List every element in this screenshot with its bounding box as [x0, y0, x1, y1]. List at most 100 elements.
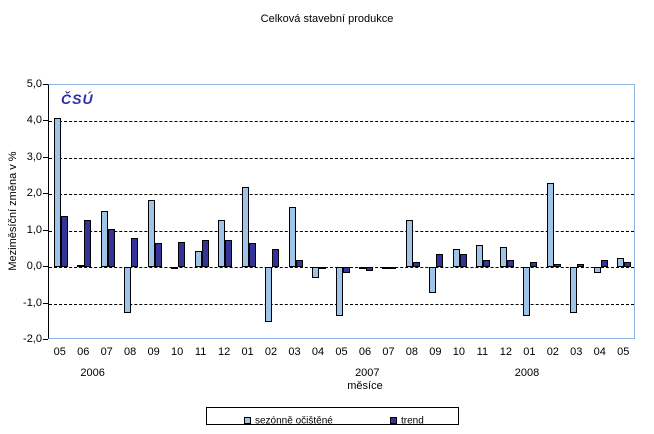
bar-seasonal [194, 250, 202, 268]
y-tick-mark [43, 193, 48, 195]
bar-seasonal [382, 267, 390, 270]
x-tick-label: 11 [476, 346, 489, 358]
bar-trend [107, 228, 115, 268]
y-tick-label: 4,0 [26, 114, 42, 127]
bar-seasonal [288, 207, 296, 268]
bar-seasonal [312, 267, 320, 279]
y-tick-label: 2,0 [26, 187, 42, 200]
bar-trend [225, 239, 233, 268]
year-label: 2008 [514, 367, 540, 379]
bar-trend [436, 254, 444, 268]
y-tick-mark [43, 266, 48, 268]
bar-seasonal [265, 267, 273, 322]
x-tick-label: 08 [124, 346, 137, 358]
bar-seasonal [124, 267, 132, 313]
bar-seasonal [546, 183, 554, 268]
bar-seasonal [405, 219, 413, 268]
y-tick-mark [43, 120, 48, 122]
bar-trend [483, 259, 491, 268]
x-tick-label: 12 [499, 346, 512, 358]
bar-trend [201, 239, 209, 268]
bar-trend [553, 263, 561, 268]
bar-seasonal [171, 267, 179, 270]
bar-seasonal [241, 187, 249, 268]
x-tick-label: 09 [147, 346, 160, 358]
bar-seasonal [476, 245, 484, 268]
x-tick-label: 02 [264, 346, 278, 358]
bar-trend [412, 261, 420, 268]
bar-seasonal [570, 267, 578, 313]
x-tick-label: 06 [358, 346, 372, 358]
legend-label: sezónně očištěné [255, 415, 333, 427]
x-tick-label: 10 [171, 346, 184, 358]
bar-seasonal [218, 219, 226, 268]
bar-seasonal [100, 210, 108, 268]
bar-seasonal [523, 267, 531, 317]
x-tick-label: 12 [217, 346, 231, 358]
year-label: 2007 [355, 367, 380, 379]
bar-seasonal [358, 267, 366, 270]
gridline [49, 157, 634, 159]
y-tick-mark [43, 302, 48, 304]
bar-trend [248, 243, 256, 268]
x-tick-label: 05 [53, 346, 66, 358]
x-tick-label: 04 [311, 346, 325, 358]
x-tick-label: 07 [382, 346, 395, 358]
bar-seasonal [53, 117, 61, 268]
bar-trend [319, 267, 327, 270]
x-tick-label: 01 [241, 346, 254, 358]
bar-trend [577, 263, 585, 268]
y-tick-mark [43, 84, 48, 85]
legend-swatch-icon [244, 417, 251, 425]
x-tick-label: 05 [335, 346, 348, 358]
bar-trend [295, 259, 303, 268]
y-tick-label: 0,0 [26, 260, 42, 273]
y-tick-label: 1,0 [26, 223, 42, 236]
year-label: 2006 [80, 367, 105, 379]
x-tick-label: 05 [617, 346, 630, 358]
bar-trend [389, 267, 397, 270]
bar-trend [600, 259, 608, 268]
bar-trend [60, 216, 68, 268]
legend-box: sezónně očištěné trend [206, 407, 459, 426]
bar-trend [459, 254, 467, 268]
y-tick-label: -1,0 [23, 296, 42, 309]
bar-trend [84, 219, 92, 268]
bar-trend [272, 248, 280, 268]
bar-trend [506, 259, 514, 268]
x-tick-label: 02 [546, 346, 559, 358]
bar-trend [178, 241, 186, 268]
x-tick-label: 11 [194, 346, 207, 358]
bar-seasonal [499, 247, 507, 268]
bar-seasonal [147, 199, 155, 268]
y-tick-mark [43, 156, 48, 158]
x-tick-label: 01 [523, 346, 536, 358]
bar-trend [365, 267, 373, 271]
gridline [49, 194, 634, 196]
plot-area: ČSÚ [48, 84, 635, 339]
x-tick-label: 08 [405, 346, 419, 358]
bar-seasonal [77, 265, 85, 268]
x-tick-label: 06 [77, 346, 90, 358]
bar-seasonal [452, 248, 460, 268]
y-tick-label: 3,0 [26, 150, 42, 163]
legend-entry: trend [390, 412, 424, 426]
y-tick-mark [43, 229, 48, 231]
legend-swatch-icon [390, 417, 397, 425]
bar-seasonal [593, 267, 601, 273]
bar-trend [131, 238, 139, 268]
csu-logo: ČSÚ [61, 91, 94, 107]
y-tick-label: 5,0 [26, 78, 42, 90]
x-tick-label: 07 [100, 346, 113, 358]
x-tick-label: 04 [593, 346, 606, 358]
legend-entry: sezónně očištěné [244, 412, 333, 426]
x-axis-title: měsíce [347, 380, 383, 392]
x-tick-label: 03 [570, 346, 583, 358]
bar-trend [342, 267, 350, 273]
gridline [49, 121, 634, 123]
bar-trend [624, 261, 632, 268]
bar-trend [154, 243, 162, 268]
x-tick-label: 03 [288, 346, 301, 358]
x-tick-label: 10 [452, 346, 466, 358]
